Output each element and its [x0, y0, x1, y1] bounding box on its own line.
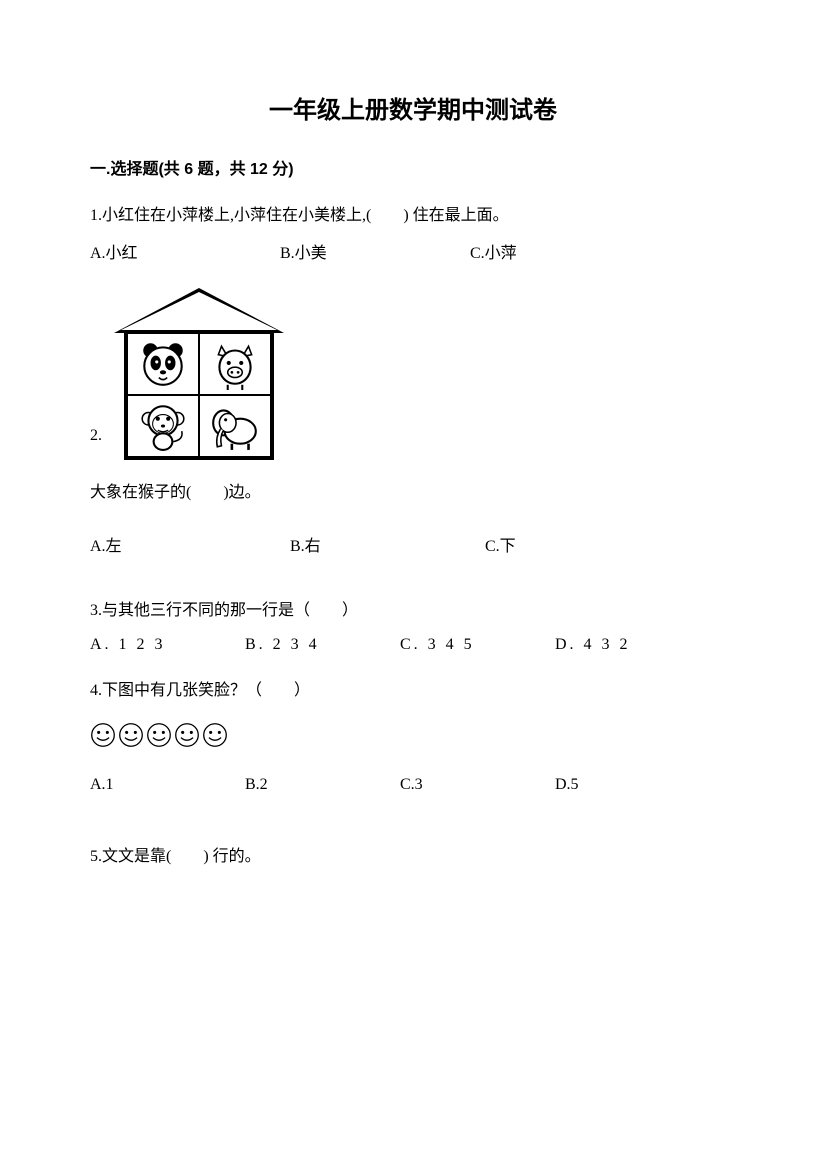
q1-option-a: A.小红 [90, 239, 280, 269]
q1-option-c: C.小萍 [470, 239, 660, 269]
q3-option-b: B. 2 3 4 [245, 636, 400, 654]
q3-option-d: D. 4 3 2 [555, 636, 710, 654]
house-cell-monkey [127, 395, 199, 457]
elephant-icon [209, 400, 261, 452]
q4-option-a: A.1 [90, 776, 245, 794]
q3-options: A. 1 2 3 B. 2 3 4 C. 3 4 5 D. 4 3 2 [90, 636, 736, 654]
house-diagram [114, 288, 284, 460]
smiley-icon [202, 722, 228, 748]
question-1: 1.小红住在小萍楼上,小萍住在小美楼上,( ) 住在最上面。 A.小红 B.小美… [90, 201, 736, 270]
q3-option-c: C. 3 4 5 [400, 636, 555, 654]
q2-option-b: B.右 [290, 532, 485, 556]
question-2-image-row: 2. [90, 288, 736, 460]
house-cell-elephant [199, 395, 271, 457]
q4-option-d: D.5 [555, 776, 710, 794]
q2-options: A.左 B.右 C.下 [90, 532, 736, 556]
q1-options: A.小红 B.小美 C.小萍 [90, 239, 736, 269]
question-5: 5.文文是靠( ) 行的。 [90, 842, 736, 866]
q4-option-b: B.2 [245, 776, 400, 794]
q2-option-a: A.左 [90, 532, 290, 556]
pig-icon [209, 338, 261, 390]
q4-text: 4.下图中有几张笑脸？（ ） [90, 676, 736, 700]
house-grid [124, 330, 274, 460]
question-3: 3.与其他三行不同的那一行是（ ） [90, 596, 736, 620]
question-4: 4.下图中有几张笑脸？（ ） [90, 676, 736, 700]
q3-option-a: A. 1 2 3 [90, 636, 245, 654]
q1-text: 1.小红住在小萍楼上,小萍住在小美楼上,( ) 住在最上面。 [90, 201, 736, 231]
q5-text: 5.文文是靠( ) 行的。 [90, 842, 736, 866]
smiley-icon [174, 722, 200, 748]
house-cell-panda [127, 333, 199, 395]
house-cell-pig [199, 333, 271, 395]
q2-option-c: C.下 [485, 532, 635, 556]
q2-text: 大象在猴子的( )边。 [90, 478, 736, 502]
panda-icon [137, 338, 189, 390]
section-header: 一.选择题(共 6 题，共 12 分) [90, 155, 736, 179]
q1-option-b: B.小美 [280, 239, 470, 269]
q4-option-c: C.3 [400, 776, 555, 794]
page-title: 一年级上册数学期中测试卷 [90, 90, 736, 125]
q3-text: 3.与其他三行不同的那一行是（ ） [90, 596, 736, 620]
house-roof [114, 288, 284, 333]
q4-options: A.1 B.2 C.3 D.5 [90, 776, 736, 794]
smiley-icon [90, 722, 116, 748]
smiley-icon [118, 722, 144, 748]
smiley-icon [146, 722, 172, 748]
smiley-row [90, 722, 736, 748]
monkey-icon [137, 400, 189, 452]
q2-number: 2. [90, 427, 102, 460]
